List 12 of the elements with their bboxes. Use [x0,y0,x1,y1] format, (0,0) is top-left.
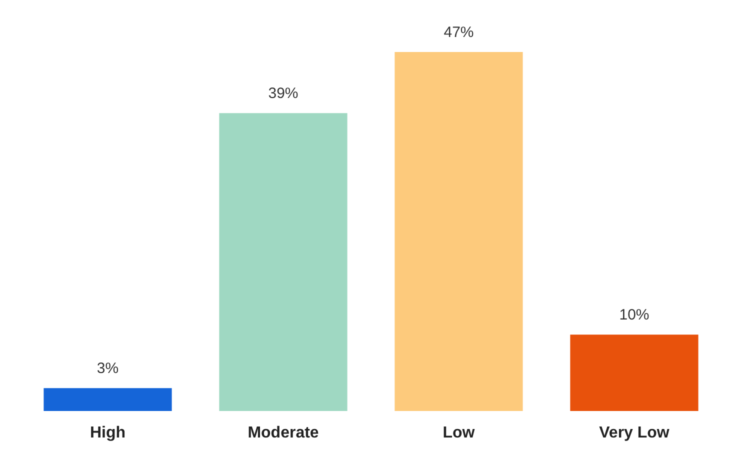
x-tick-label: Low [442,424,476,442]
data-label: 47% [444,24,474,41]
data-label: 39% [268,85,298,102]
data-label: 3% [96,360,119,378]
x-tick-label: Very Low [599,424,670,442]
x-tick-label: High [90,424,126,442]
bar [570,334,698,411]
data-label: 10% [619,306,650,324]
bar [44,388,172,411]
x-tick-label: Moderate [248,424,319,442]
bar [394,52,523,411]
bar [219,113,348,411]
